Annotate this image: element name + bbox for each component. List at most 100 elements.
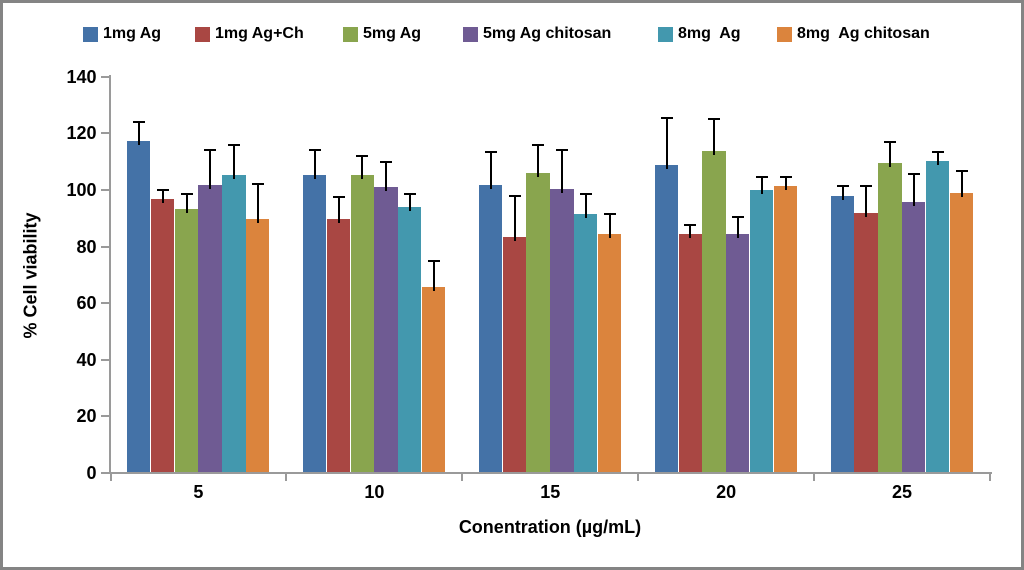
legend-item: 5mg Ag — [343, 23, 421, 45]
error-bar-line — [385, 160, 388, 192]
error-bar-cap — [732, 215, 745, 218]
error-bar-cap — [603, 212, 616, 215]
y-tick-label: 140 — [66, 66, 97, 87]
legend-swatch-icon — [777, 26, 792, 42]
legend-label: 5mg Ag — [363, 25, 422, 42]
x-tick-mark — [637, 474, 640, 481]
x-axis-title: Conentration (µg/mL) — [458, 517, 642, 537]
error-bar-line — [313, 149, 316, 179]
bar — [198, 184, 222, 472]
error-bar-cap — [556, 149, 569, 152]
x-tick-label: 20 — [716, 482, 737, 502]
y-axis-line — [108, 75, 111, 474]
error-bar-line — [409, 193, 412, 212]
error-bar-line — [209, 149, 212, 189]
error-bar-line — [233, 143, 236, 179]
error-bar-line — [784, 176, 787, 191]
y-tick-label: 0 — [86, 463, 97, 483]
bar — [854, 212, 878, 472]
legend-item: 8mg Ag chitosan — [777, 23, 930, 45]
y-tick-mark — [100, 188, 109, 191]
y-tick-label: 60 — [76, 293, 97, 314]
x-tick-label: 15 — [540, 482, 561, 502]
y-axis-title: % Cell viability — [20, 212, 41, 339]
error-bar-line — [737, 215, 740, 239]
error-bar-cap — [508, 194, 521, 197]
bar — [949, 193, 973, 472]
error-bar-line — [889, 140, 892, 168]
error-bar-cap — [204, 149, 217, 152]
bar — [326, 218, 351, 472]
error-bar-line — [584, 193, 587, 219]
bar — [246, 218, 270, 472]
error-bar-cap — [356, 154, 369, 157]
error-bar-cap — [332, 195, 345, 198]
error-bar-cap — [156, 188, 169, 191]
bar — [550, 188, 574, 472]
bar — [150, 198, 175, 472]
error-bar-line — [561, 149, 564, 193]
x-tick-label: 5 — [193, 482, 204, 502]
error-bar-line — [489, 150, 492, 189]
error-bar-line — [256, 183, 259, 223]
error-bar-cap — [380, 160, 393, 163]
bar — [726, 234, 750, 472]
error-bar-line — [513, 194, 516, 241]
y-tick-label: 40 — [76, 349, 97, 370]
error-bar-cap — [708, 118, 721, 121]
error-bar-line — [608, 212, 611, 239]
error-bar-cap — [228, 143, 241, 146]
x-tick-label: 25 — [892, 482, 913, 502]
error-bar-line — [537, 143, 540, 178]
bar — [654, 164, 679, 472]
error-bar-cap — [884, 140, 897, 143]
bar — [502, 237, 526, 472]
legend-label: 1mg Ag — [103, 25, 162, 42]
bar — [302, 174, 327, 472]
x-tick-mark — [989, 474, 991, 481]
error-bar-cap — [755, 176, 768, 179]
bar — [597, 234, 622, 472]
error-bar-line — [865, 184, 868, 217]
error-bar-cap — [532, 143, 545, 146]
error-bar-cap — [931, 150, 944, 153]
bar — [478, 184, 503, 472]
y-tick-mark — [100, 75, 109, 78]
bar — [902, 201, 926, 472]
bar — [127, 140, 151, 472]
legend-label: 1mg Ag+Ch — [215, 25, 304, 42]
bar — [878, 163, 902, 472]
error-bar-cap — [404, 193, 417, 196]
x-tick-mark — [461, 474, 464, 481]
error-bar-cap — [251, 183, 264, 186]
error-bar-cap — [860, 184, 873, 187]
y-tick-mark — [100, 358, 109, 361]
legend-label: 8mg Ag chitosan — [797, 25, 930, 42]
bar — [526, 173, 550, 472]
legend-label: 5mg Ag chitosan — [483, 25, 612, 42]
legend-swatch-icon — [83, 26, 98, 42]
bar — [374, 187, 398, 472]
bar — [174, 208, 198, 472]
bar — [830, 195, 854, 472]
x-tick-label: 10 — [364, 482, 385, 502]
error-bar-line — [760, 176, 763, 195]
legend-item: 1mg Ag — [83, 23, 161, 45]
bar — [702, 150, 726, 472]
legend-swatch-icon — [195, 26, 210, 42]
y-tick-mark — [100, 472, 109, 474]
x-tick-mark — [109, 474, 112, 481]
legend-swatch-icon — [658, 26, 673, 42]
legend-item: 8mg Ag — [658, 23, 741, 45]
y-tick-mark — [100, 415, 109, 418]
y-tick-label: 120 — [66, 123, 97, 144]
error-bar-cap — [132, 120, 145, 123]
error-bar-cap — [579, 193, 592, 196]
bar — [574, 214, 598, 472]
legend-item: 1mg Ag+Ch — [195, 23, 304, 45]
error-bar-cap — [660, 116, 673, 119]
bar — [421, 286, 446, 472]
error-bar-cap — [955, 170, 968, 173]
y-tick-label: 20 — [76, 406, 97, 427]
